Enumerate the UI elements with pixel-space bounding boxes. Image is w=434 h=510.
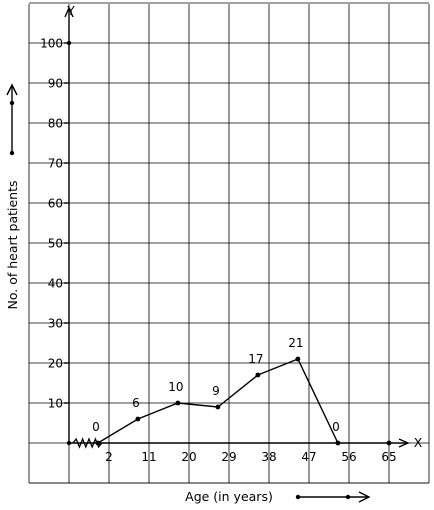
x-tick-label: 56 (341, 450, 356, 464)
y-tick-label: 80 (48, 117, 63, 131)
y-tick-label: 30 (48, 317, 63, 331)
y-tick-label: 50 (48, 237, 63, 251)
x-direction-arrowhead (358, 491, 371, 503)
data-point (95, 440, 101, 446)
grid (28, 2, 430, 484)
x-tick-label: 20 (181, 450, 196, 464)
y-axis-arrowhead (64, 6, 74, 18)
data-label: 0 (92, 420, 100, 434)
y-tick-label: 20 (48, 357, 63, 371)
data-label: 10 (168, 380, 183, 394)
y-tick-label: 70 (48, 157, 63, 171)
x-tick-label: 47 (301, 450, 316, 464)
data-label: 0 (332, 420, 340, 434)
data-label: 9 (212, 384, 220, 398)
x-axis-title: Age (in years) (185, 489, 273, 504)
data-point (135, 416, 141, 422)
x-direction-dot (345, 494, 351, 500)
data-point (335, 440, 341, 446)
y-axis-title: No. of heart patients (5, 180, 20, 309)
y-tick-label: 90 (48, 77, 63, 91)
axis-labels: Y X Age (in years) No. of heart patients (5, 3, 423, 504)
direction-arrows (6, 83, 371, 503)
x-direction-dot (295, 494, 301, 500)
data-label: 6 (132, 396, 140, 410)
data-point (255, 372, 261, 378)
y-tick-label: 10 (48, 397, 63, 411)
x-tick-label: 2 (105, 450, 113, 464)
origin-point (66, 440, 72, 446)
y-tick-label: 60 (48, 197, 63, 211)
x-tick-label: 65 (381, 450, 396, 464)
x-tick-label: 29 (221, 450, 236, 464)
data-label: 17 (248, 352, 263, 366)
data-point (295, 356, 301, 362)
y-axis-letter: Y (66, 3, 75, 18)
x-axis-arrowhead (398, 438, 410, 448)
y-direction-dot (9, 100, 15, 106)
y-direction-dot (9, 150, 15, 156)
axes (64, 6, 410, 449)
x-tick-label: 11 (141, 450, 156, 464)
x-axis-end-point (386, 440, 392, 446)
data-point (215, 404, 221, 410)
series-group: 0 6 10 9 17 21 0 (92, 336, 392, 446)
data-point (175, 400, 181, 406)
data-label: 21 (288, 336, 303, 350)
x-tick-label: 38 (261, 450, 276, 464)
y-tick-label: 40 (48, 277, 63, 291)
y-direction-arrowhead (6, 83, 18, 96)
y-tick-label: 100 (40, 37, 63, 51)
x-axis-letter: X (414, 435, 423, 450)
